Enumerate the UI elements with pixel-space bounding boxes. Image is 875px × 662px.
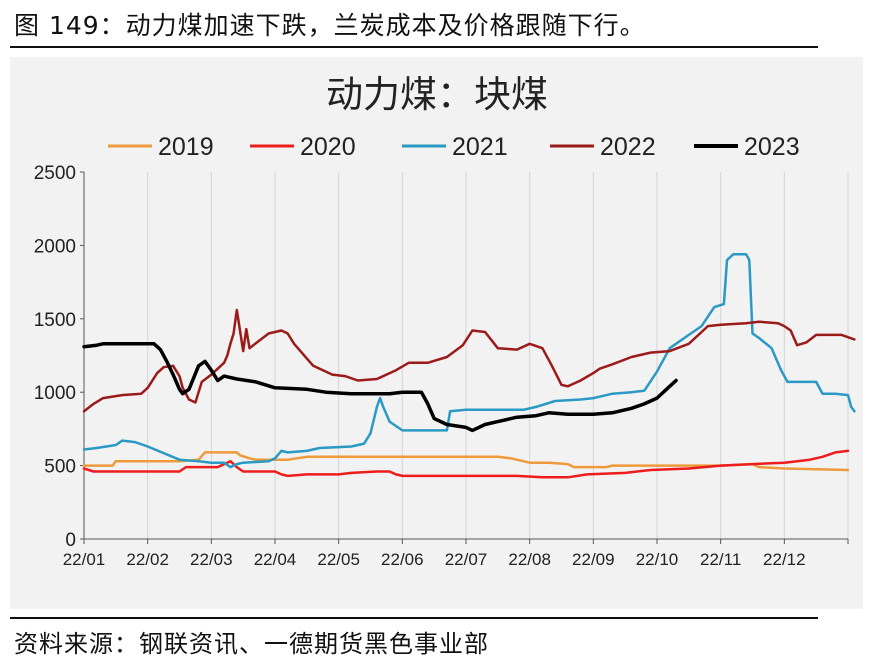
grid-lines [147, 172, 849, 539]
y-tick-label: 1000 [34, 383, 76, 404]
legend-label-2023: 2023 [744, 133, 800, 161]
x-tick-label: 22/06 [381, 550, 424, 569]
chart-panel: 动力煤：块煤 2019 2020 2021 2022 2023 0 500 1000 1500… [10, 57, 863, 609]
line-chart: 动力煤：块煤 2019 2020 2021 2022 2023 0 500 1000 1500… [34, 74, 856, 569]
series-lines [82, 252, 856, 479]
x-tick-label: 22/03 [190, 550, 233, 569]
series-line-2023 [82, 342, 678, 433]
x-tick-label: 22/09 [572, 550, 615, 569]
source-rule [10, 617, 818, 619]
caption-rule [10, 46, 818, 48]
series-line-2020 [82, 449, 850, 479]
x-tick-label: 22/10 [636, 550, 679, 569]
legend-label-2022: 2022 [600, 133, 656, 161]
x-tick-label: 22/11 [700, 550, 741, 569]
x-tick-label: 22/05 [317, 550, 360, 569]
series-line-2019 [82, 451, 850, 472]
y-tick-label: 0 [65, 530, 76, 551]
x-tick-label: 22/01 [63, 550, 106, 569]
x-tick-label: 22/02 [126, 550, 169, 569]
axes: 0 500 1000 1500 2000 2500 22/01 22/02 22/03 22/04… [34, 163, 849, 569]
legend: 2019 2020 2021 2022 2023 [108, 133, 800, 161]
y-tick-label: 1500 [34, 310, 76, 331]
y-tick-label: 500 [44, 457, 76, 478]
x-tick-label: 22/04 [254, 550, 297, 569]
x-tick-label: 22/12 [763, 550, 806, 569]
x-tick-label: 22/08 [508, 550, 551, 569]
y-tick-label: 2500 [34, 163, 76, 184]
legend-label-2021: 2021 [452, 133, 508, 161]
x-tick-label: 22/07 [445, 550, 488, 569]
series-line-2022 [82, 308, 856, 413]
chart-title: 动力煤：块煤 [326, 74, 548, 115]
y-tick-label: 2000 [34, 236, 76, 257]
series-line-2021 [82, 252, 856, 469]
legend-label-2020: 2020 [300, 133, 356, 161]
figure-caption: 图 149：动力煤加速下跌，兰炭成本及价格跟随下行。 [14, 11, 646, 40]
legend-label-2019: 2019 [158, 133, 214, 161]
source-note: 资料来源：钢联资讯、一德期货黑色事业部 [14, 630, 489, 658]
